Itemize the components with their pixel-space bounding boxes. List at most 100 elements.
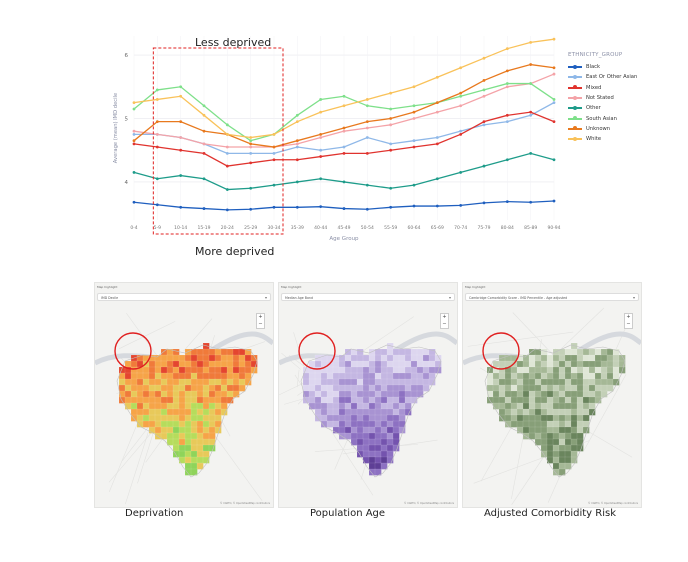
map-region xyxy=(546,438,554,446)
map-region xyxy=(232,372,240,380)
map-region xyxy=(570,438,578,446)
map-region xyxy=(214,360,222,368)
map-comorbidity[interactable] xyxy=(463,303,641,507)
map-region xyxy=(356,384,364,392)
map-region xyxy=(154,378,162,386)
map-region xyxy=(362,414,370,422)
zoom-control[interactable]: + − xyxy=(624,313,633,329)
map-region xyxy=(386,390,394,398)
data-point xyxy=(435,136,439,139)
map-region xyxy=(522,390,530,398)
legend-item[interactable]: South Asian xyxy=(568,113,678,123)
map-region xyxy=(534,408,542,416)
map-region xyxy=(386,450,394,458)
data-point xyxy=(505,113,509,117)
data-point xyxy=(552,101,556,105)
map-region xyxy=(374,384,382,392)
map-region xyxy=(570,444,578,452)
legend-item[interactable]: Other xyxy=(568,103,678,113)
map-region xyxy=(552,438,560,446)
map-layer-select[interactable]: Median Age Band ▾ xyxy=(281,293,455,301)
zoom-in-icon[interactable]: + xyxy=(442,314,447,320)
data-point xyxy=(202,142,206,146)
map-age[interactable] xyxy=(279,303,457,507)
map-layer-select[interactable]: IMD Decile ▾ xyxy=(97,293,271,301)
map-region xyxy=(142,372,150,380)
map-region xyxy=(498,360,506,368)
map-region xyxy=(582,414,590,422)
map-region xyxy=(552,468,560,476)
zoom-out-icon[interactable]: − xyxy=(442,321,447,327)
data-point xyxy=(552,66,556,70)
legend-item[interactable]: Black xyxy=(568,62,678,72)
map-region xyxy=(374,372,382,380)
map-region xyxy=(594,384,602,392)
map-region xyxy=(148,390,156,398)
map-region xyxy=(528,366,536,374)
map-region xyxy=(392,360,400,368)
legend-item[interactable]: East Or Other Asian xyxy=(568,72,678,82)
data-point xyxy=(505,200,509,204)
map-region xyxy=(564,408,572,416)
map-region xyxy=(356,426,364,434)
data-point xyxy=(389,205,393,209)
map-region xyxy=(160,408,168,416)
map-attribution: © CARTO, © OpenStreetMap contributors xyxy=(220,502,270,505)
zoom-in-icon[interactable]: + xyxy=(626,314,631,320)
map-region xyxy=(374,360,382,368)
zoom-out-icon[interactable]: − xyxy=(626,321,631,327)
map-region xyxy=(214,366,222,374)
map-region xyxy=(540,408,548,416)
map-region xyxy=(374,414,382,422)
map-region xyxy=(498,408,506,416)
data-point xyxy=(389,148,393,152)
legend-item[interactable]: White xyxy=(568,134,678,144)
map-region xyxy=(220,348,228,356)
highlight-circle xyxy=(298,332,336,370)
map-region xyxy=(244,366,252,374)
map-region xyxy=(190,378,198,386)
map-region xyxy=(380,372,388,380)
map-region xyxy=(546,450,554,458)
zoom-in-icon[interactable]: + xyxy=(258,314,263,320)
data-point xyxy=(529,40,533,44)
map-region xyxy=(130,384,138,392)
map-region xyxy=(338,366,346,374)
map-region xyxy=(344,384,352,392)
map-region xyxy=(356,396,364,404)
zoom-out-icon[interactable]: − xyxy=(258,321,263,327)
map-region xyxy=(332,396,340,404)
data-point xyxy=(249,145,253,149)
map-region xyxy=(160,402,168,410)
legend-swatch xyxy=(568,85,582,90)
data-point xyxy=(319,205,323,209)
map-region xyxy=(178,354,186,362)
map-boundary xyxy=(300,344,442,478)
legend-item[interactable]: Mixed xyxy=(568,83,678,93)
map-region xyxy=(196,384,204,392)
data-point xyxy=(482,88,486,92)
map-region xyxy=(552,450,560,458)
map-region xyxy=(166,390,174,398)
map-region xyxy=(362,366,370,374)
x-tick-label: 80-84 xyxy=(501,225,514,231)
map-region xyxy=(504,390,512,398)
zoom-control[interactable]: + − xyxy=(256,313,265,329)
map-region xyxy=(564,456,572,464)
legend-item[interactable]: Not Stated xyxy=(568,93,678,103)
zoom-control[interactable]: + − xyxy=(440,313,449,329)
map-region xyxy=(606,372,614,380)
map-region xyxy=(190,432,198,440)
data-point xyxy=(249,151,253,155)
data-point xyxy=(435,177,439,181)
legend-item[interactable]: Unknown xyxy=(568,124,678,134)
map-layer-select[interactable]: Cambridge Comorbidity Score - IMD Percen… xyxy=(465,293,639,301)
map-region xyxy=(154,426,162,434)
map-region xyxy=(172,378,180,386)
map-region xyxy=(576,396,584,404)
map-region xyxy=(184,444,192,452)
map-region xyxy=(356,354,364,362)
map-region xyxy=(368,450,376,458)
map-region xyxy=(118,378,126,386)
map-deprivation[interactable] xyxy=(95,303,273,507)
